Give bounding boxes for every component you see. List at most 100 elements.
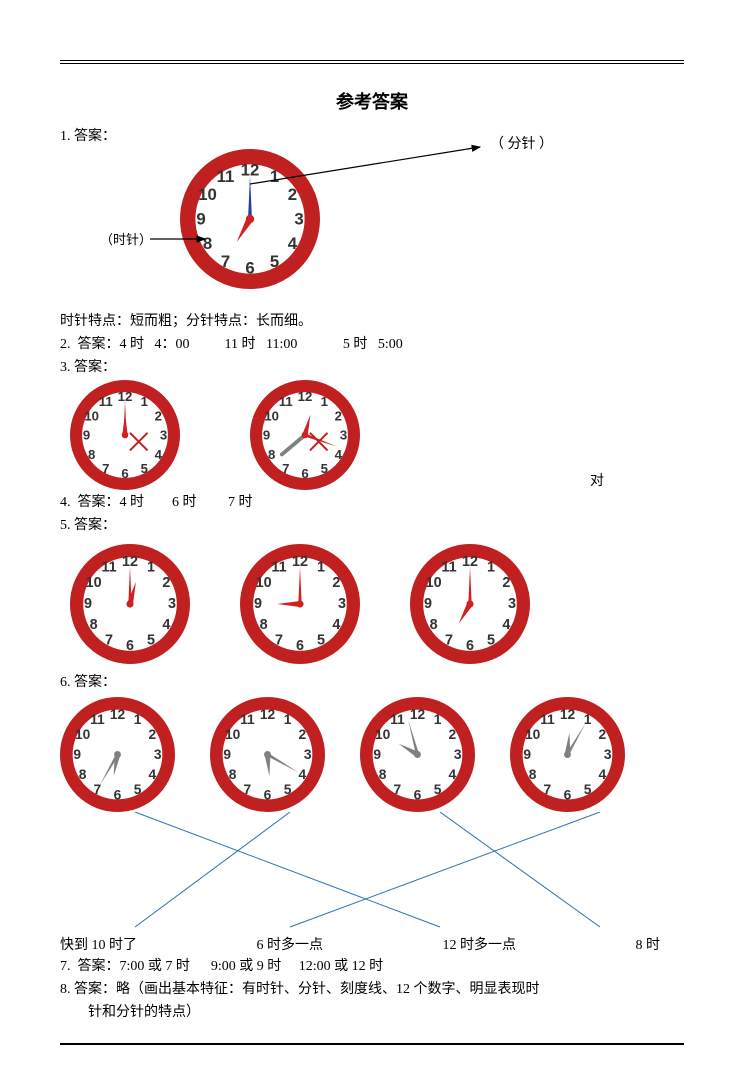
q6-clock-2: 123456789101112 [360, 697, 475, 812]
svg-text:4: 4 [332, 617, 340, 633]
q3-label: 3. 答案： [60, 357, 684, 378]
svg-text:5: 5 [284, 782, 292, 797]
q5-clock-2: 123456789101112 [410, 544, 530, 664]
svg-text:7: 7 [394, 782, 402, 797]
svg-text:4: 4 [162, 617, 170, 633]
q5-clock-0: 123456789101112 [70, 544, 190, 664]
svg-text:10: 10 [86, 575, 102, 591]
svg-text:5: 5 [147, 632, 155, 648]
svg-text:7: 7 [102, 461, 109, 476]
svg-text:6: 6 [121, 466, 128, 481]
svg-text:7: 7 [105, 632, 113, 648]
svg-text:2: 2 [332, 575, 340, 591]
svg-text:5: 5 [584, 782, 592, 797]
svg-text:5: 5 [434, 782, 442, 797]
svg-text:9: 9 [424, 596, 432, 612]
svg-text:9: 9 [73, 747, 81, 762]
svg-text:7: 7 [445, 632, 453, 648]
svg-text:9: 9 [523, 747, 531, 762]
q1-arrow-hour [150, 229, 230, 249]
q3-right-text: 对 [590, 470, 604, 490]
svg-text:11: 11 [99, 394, 113, 409]
q6-label-0: 快到 10 时了 [60, 934, 137, 954]
svg-text:3: 3 [154, 747, 162, 762]
svg-text:9: 9 [83, 428, 90, 443]
svg-text:6: 6 [114, 787, 122, 802]
q6-wrap: 123456789101112 123456789101112 12345678… [60, 697, 684, 954]
svg-text:6: 6 [466, 638, 474, 654]
svg-text:6: 6 [264, 787, 272, 802]
svg-text:11: 11 [279, 394, 293, 409]
svg-text:10: 10 [264, 408, 279, 423]
svg-text:3: 3 [508, 596, 516, 612]
q6-clock-3: 123456789101112 [510, 697, 625, 812]
svg-text:2: 2 [335, 408, 342, 423]
svg-text:1: 1 [584, 712, 592, 727]
q4-text: 4. 答案：4 时 6 时 7 时 [60, 492, 684, 513]
svg-text:6: 6 [126, 638, 134, 654]
svg-text:2: 2 [155, 408, 162, 423]
svg-text:10: 10 [75, 727, 91, 742]
page-title: 参考答案 [60, 88, 684, 114]
svg-text:11: 11 [540, 712, 555, 727]
svg-text:10: 10 [198, 185, 217, 204]
svg-text:1: 1 [147, 560, 155, 576]
svg-text:2: 2 [502, 575, 510, 591]
svg-text:7: 7 [282, 461, 289, 476]
svg-text:8: 8 [79, 767, 87, 782]
q1-arrow-minute [250, 139, 650, 199]
svg-text:12: 12 [110, 707, 126, 722]
svg-text:1: 1 [284, 712, 292, 727]
svg-text:8: 8 [229, 767, 237, 782]
q6-label-1: 6 时多一点 [257, 934, 324, 954]
q6-clock-0: 123456789101112 [60, 697, 175, 812]
svg-text:3: 3 [338, 596, 346, 612]
svg-text:10: 10 [256, 575, 272, 591]
q1-hour-label: （时针） [100, 229, 152, 248]
svg-text:8: 8 [88, 447, 95, 462]
svg-text:10: 10 [525, 727, 541, 742]
svg-text:8: 8 [90, 617, 98, 633]
svg-text:4: 4 [502, 617, 510, 633]
q1-figure: 123456789101112 （ 分针 ） （时针） [100, 149, 684, 309]
q6-labels: 快到 10 时了 6 时多一点 12 时多一点 8 时 [60, 934, 660, 954]
svg-text:7: 7 [544, 782, 552, 797]
svg-text:3: 3 [304, 747, 312, 762]
svg-text:5: 5 [270, 252, 279, 271]
q8-line1: 8. 答案：略（画出基本特征：有时针、分针、刻度线、12 个数字、明显表现时 [60, 979, 684, 1000]
svg-text:9: 9 [196, 210, 205, 229]
svg-text:3: 3 [160, 428, 167, 443]
bottom-rule-2 [60, 1044, 684, 1045]
document-page: 参考答案 1. 答案： 123456789101112 （ 分针 ） （时针） … [0, 0, 744, 1087]
svg-text:3: 3 [604, 747, 612, 762]
svg-text:12: 12 [298, 389, 313, 404]
svg-text:5: 5 [487, 632, 495, 648]
svg-text:2: 2 [449, 727, 457, 742]
svg-text:9: 9 [373, 747, 381, 762]
q8-line2: 针和分针的特点） [60, 1002, 684, 1023]
q6-label: 6. 答案： [60, 672, 684, 693]
svg-text:9: 9 [84, 596, 92, 612]
svg-text:2: 2 [149, 727, 157, 742]
svg-text:4: 4 [299, 767, 307, 782]
svg-text:12: 12 [260, 707, 276, 722]
svg-text:11: 11 [441, 560, 456, 576]
svg-text:8: 8 [268, 447, 275, 462]
svg-text:4: 4 [149, 767, 157, 782]
svg-text:12: 12 [560, 707, 576, 722]
svg-text:1: 1 [321, 394, 328, 409]
svg-text:7: 7 [94, 782, 102, 797]
svg-text:10: 10 [225, 727, 241, 742]
svg-text:9: 9 [263, 428, 270, 443]
svg-text:2: 2 [299, 727, 307, 742]
q1-minute-label: （ 分针 ） [490, 133, 553, 153]
q3-row: 123456789101112 123456789101112 对 [70, 380, 684, 490]
svg-text:3: 3 [454, 747, 462, 762]
svg-text:5: 5 [141, 461, 148, 476]
svg-text:4: 4 [599, 767, 607, 782]
svg-text:4: 4 [335, 447, 343, 462]
q7-text: 7. 答案：7:00 或 7 时 9:00 或 9 时 12:00 或 12 时 [60, 956, 684, 977]
svg-text:3: 3 [294, 210, 303, 229]
svg-text:3: 3 [168, 596, 176, 612]
top-rule-2 [60, 63, 684, 64]
